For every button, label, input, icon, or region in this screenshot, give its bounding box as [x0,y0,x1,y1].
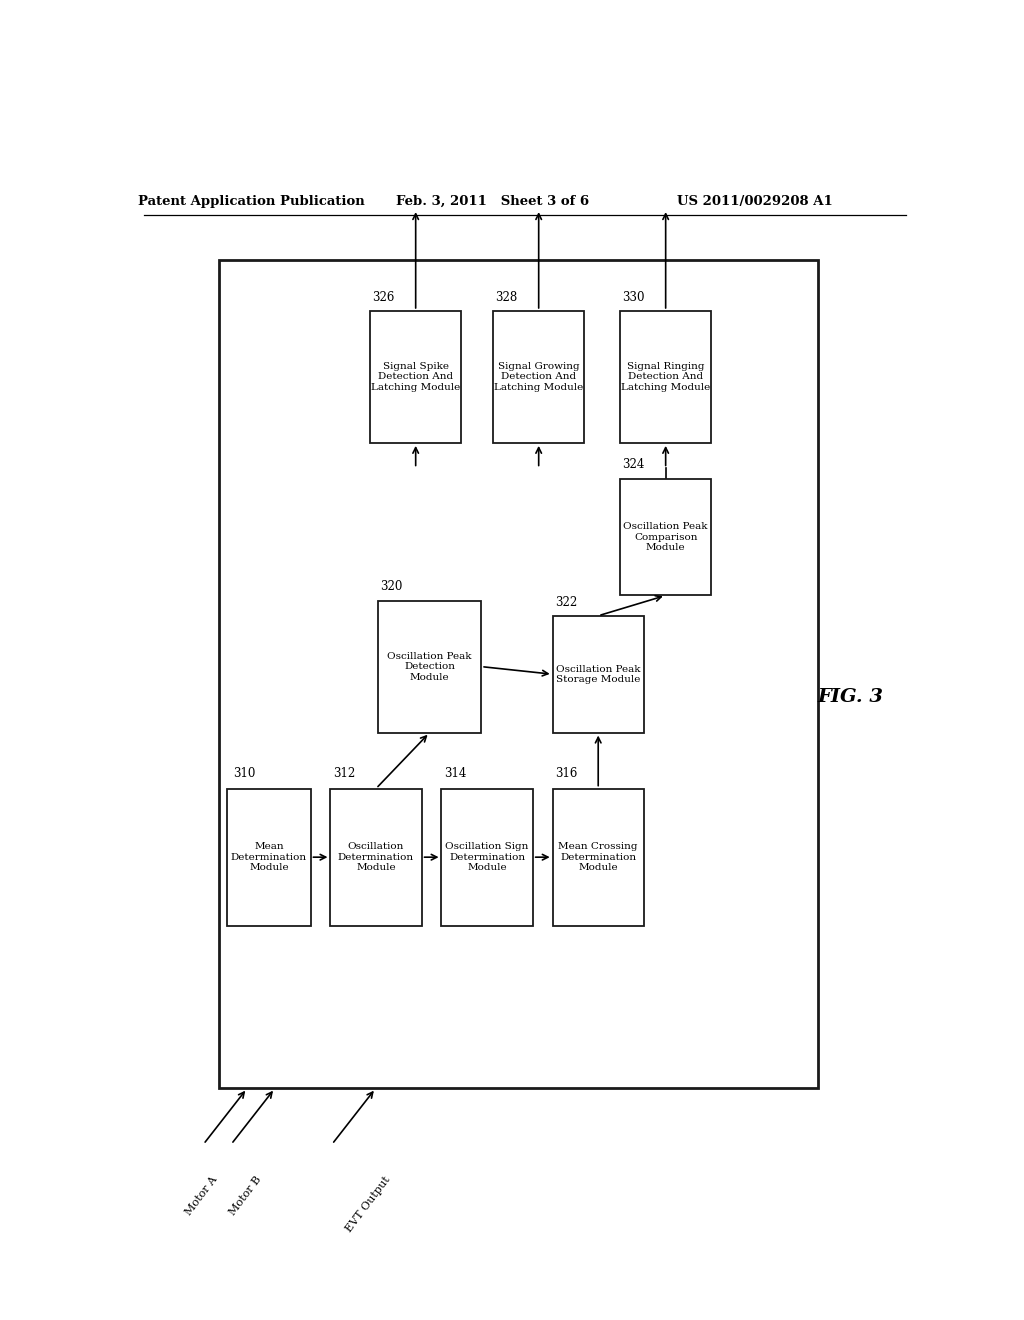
Text: 322: 322 [555,595,578,609]
Text: Signal Ringing
Detection And
Latching Module: Signal Ringing Detection And Latching Mo… [621,362,711,392]
Text: Oscillation
Determination
Module: Oscillation Determination Module [338,842,414,873]
Text: 330: 330 [623,290,645,304]
Text: Motor B: Motor B [227,1175,263,1217]
Text: Mean
Determination
Module: Mean Determination Module [230,842,307,873]
Text: FIG. 3: FIG. 3 [817,688,883,706]
Bar [227,788,310,925]
Text: Patent Application Publication: Patent Application Publication [137,194,365,207]
Text: Signal Growing
Detection And
Latching Module: Signal Growing Detection And Latching Mo… [494,362,584,392]
Text: US 2011/0029208 A1: US 2011/0029208 A1 [677,194,833,207]
Text: 320: 320 [380,581,402,594]
Text: 312: 312 [333,767,355,780]
Text: Motor A: Motor A [183,1175,219,1217]
Text: 324: 324 [623,458,645,471]
Bar [620,479,712,595]
Text: 310: 310 [233,767,256,780]
Text: 316: 316 [555,767,578,780]
Text: Oscillation Peak
Detection
Module: Oscillation Peak Detection Module [387,652,472,681]
Bar [219,260,818,1089]
Bar [494,312,585,444]
Bar [553,788,644,925]
Bar [370,312,461,444]
Text: EVT Output: EVT Output [344,1175,392,1234]
Text: Signal Spike
Detection And
Latching Module: Signal Spike Detection And Latching Modu… [371,362,461,392]
Bar [378,601,481,733]
Bar [620,312,712,444]
Bar [441,788,532,925]
Bar [553,615,644,733]
Text: 328: 328 [496,290,518,304]
Bar [331,788,422,925]
Text: 314: 314 [443,767,466,780]
Text: Oscillation Peak
Storage Module: Oscillation Peak Storage Module [556,664,640,684]
Text: Oscillation Sign
Determination
Module: Oscillation Sign Determination Module [445,842,528,873]
Text: Feb. 3, 2011   Sheet 3 of 6: Feb. 3, 2011 Sheet 3 of 6 [396,194,590,207]
Text: 326: 326 [373,290,395,304]
Text: Mean Crossing
Determination
Module: Mean Crossing Determination Module [558,842,638,873]
Text: Oscillation Peak
Comparison
Module: Oscillation Peak Comparison Module [624,523,708,552]
